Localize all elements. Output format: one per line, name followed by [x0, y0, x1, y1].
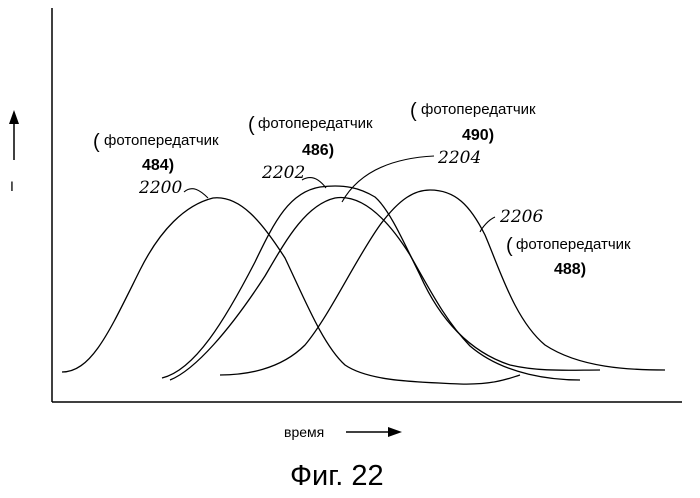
- label-group-2204: ( фотопередатчик 490) 2204: [410, 100, 536, 168]
- curve-ref-2206: 2206: [499, 207, 543, 227]
- curve-label-text: фотопередатчик: [516, 236, 631, 253]
- curve-ref-2200: 2200: [138, 178, 182, 198]
- curve-label-number: 484): [142, 157, 174, 174]
- x-axis-label: время: [284, 424, 324, 440]
- x-axis-label-group: время: [284, 424, 402, 440]
- open-paren: (: [506, 235, 513, 257]
- label-group-2206: 2206 ( фотопередатчик 488): [499, 207, 631, 278]
- axes: [52, 8, 682, 402]
- curve-label-number: 490): [462, 127, 494, 144]
- open-paren: (: [410, 100, 417, 122]
- curve-ref-2204: 2204: [437, 148, 481, 168]
- leader-2200: [184, 189, 208, 198]
- curve-2206: [220, 190, 665, 375]
- open-paren: (: [248, 114, 255, 136]
- figure-caption: Фиг. 22: [290, 460, 384, 492]
- curve-label-text: фотопередатчик: [421, 101, 536, 118]
- curve-label-number: 488): [554, 261, 586, 278]
- curve-label-text: фотопередатчик: [258, 115, 373, 132]
- y-axis-arrow-head: [9, 110, 19, 124]
- label-group-2202: ( фотопередатчик 486) 2202: [248, 114, 373, 183]
- x-axis-arrow-head: [388, 427, 402, 437]
- y-axis-label: I: [10, 178, 14, 194]
- leader-2204: [342, 156, 434, 202]
- curve-label-text: фотопередатчик: [104, 132, 219, 149]
- open-paren: (: [93, 131, 100, 153]
- curve-label-number: 486): [302, 142, 334, 159]
- y-axis-label-group: I: [9, 110, 19, 194]
- label-group-2200: ( фотопередатчик 484) 2200: [93, 131, 219, 198]
- curve-ref-2202: 2202: [261, 163, 305, 183]
